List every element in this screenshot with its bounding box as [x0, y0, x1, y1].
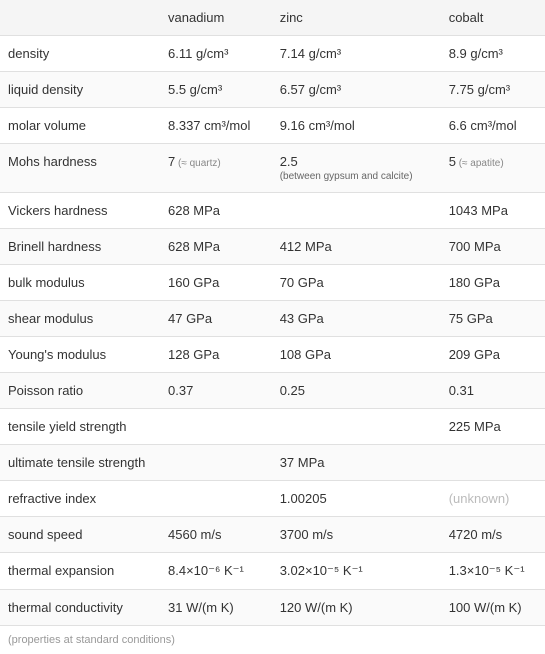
cell-value: 3700 m/s	[272, 517, 441, 553]
cell-value: 7 (≈ quartz)	[160, 144, 272, 193]
cell-value: (unknown)	[441, 481, 545, 517]
property-name: thermal conductivity	[0, 590, 160, 626]
property-name: refractive index	[0, 481, 160, 517]
cell-value	[272, 409, 441, 445]
cell-value: 7.14 g/cm³	[272, 36, 441, 72]
table-row: thermal conductivity31 W/(m K)120 W/(m K…	[0, 590, 545, 626]
table-row: molar volume8.337 cm³/mol9.16 cm³/mol6.6…	[0, 108, 545, 144]
cell-value: 1.00205	[272, 481, 441, 517]
table-row: sound speed4560 m/s3700 m/s4720 m/s	[0, 517, 545, 553]
cell-value: 9.16 cm³/mol	[272, 108, 441, 144]
cell-value: 128 GPa	[160, 337, 272, 373]
cell-value: 7.75 g/cm³	[441, 72, 545, 108]
property-name: density	[0, 36, 160, 72]
property-name: Vickers hardness	[0, 193, 160, 229]
property-name: sound speed	[0, 517, 160, 553]
table-row: shear modulus47 GPa43 GPa75 GPa	[0, 301, 545, 337]
table-row: Young's modulus128 GPa108 GPa209 GPa	[0, 337, 545, 373]
table-row: thermal expansion8.4×10⁻⁶ K⁻¹3.02×10⁻⁵ K…	[0, 553, 545, 590]
cell-value: 0.37	[160, 373, 272, 409]
cell-value: 412 MPa	[272, 229, 441, 265]
cell-value: 6.11 g/cm³	[160, 36, 272, 72]
table-row: tensile yield strength 225 MPa	[0, 409, 545, 445]
cell-value: 8.9 g/cm³	[441, 36, 545, 72]
cell-value: 108 GPa	[272, 337, 441, 373]
cell-value: 37 MPa	[272, 445, 441, 481]
property-name: Poisson ratio	[0, 373, 160, 409]
header-zinc: zinc	[272, 0, 441, 36]
header-empty	[0, 0, 160, 36]
property-name: Brinell hardness	[0, 229, 160, 265]
cell-value: 700 MPa	[441, 229, 545, 265]
cell-value: 180 GPa	[441, 265, 545, 301]
cell-value: 5.5 g/cm³	[160, 72, 272, 108]
cell-value	[272, 193, 441, 229]
property-name: tensile yield strength	[0, 409, 160, 445]
header-cobalt: cobalt	[441, 0, 545, 36]
table-row: Mohs hardness7 (≈ quartz)2.5(between gyp…	[0, 144, 545, 193]
cell-value	[441, 445, 545, 481]
table-row: Brinell hardness628 MPa412 MPa700 MPa	[0, 229, 545, 265]
property-name: Young's modulus	[0, 337, 160, 373]
table-body: density6.11 g/cm³7.14 g/cm³8.9 g/cm³liqu…	[0, 36, 545, 626]
table-row: Poisson ratio0.370.250.31	[0, 373, 545, 409]
cell-value: 6.57 g/cm³	[272, 72, 441, 108]
cell-value: 100 W/(m K)	[441, 590, 545, 626]
cell-value	[160, 409, 272, 445]
cell-value: 0.31	[441, 373, 545, 409]
cell-value: 8.4×10⁻⁶ K⁻¹	[160, 553, 272, 590]
property-name: bulk modulus	[0, 265, 160, 301]
cell-value: 5 (≈ apatite)	[441, 144, 545, 193]
cell-value: 628 MPa	[160, 229, 272, 265]
property-name: molar volume	[0, 108, 160, 144]
cell-value: 209 GPa	[441, 337, 545, 373]
cell-value: 628 MPa	[160, 193, 272, 229]
property-name: Mohs hardness	[0, 144, 160, 193]
table-row: ultimate tensile strength 37 MPa	[0, 445, 545, 481]
cell-value: 70 GPa	[272, 265, 441, 301]
header-row: vanadium zinc cobalt	[0, 0, 545, 36]
property-name: liquid density	[0, 72, 160, 108]
table-row: density6.11 g/cm³7.14 g/cm³8.9 g/cm³	[0, 36, 545, 72]
header-vanadium: vanadium	[160, 0, 272, 36]
cell-value: 75 GPa	[441, 301, 545, 337]
cell-value: 160 GPa	[160, 265, 272, 301]
property-name: ultimate tensile strength	[0, 445, 160, 481]
cell-value: 3.02×10⁻⁵ K⁻¹	[272, 553, 441, 590]
table-row: bulk modulus160 GPa70 GPa180 GPa	[0, 265, 545, 301]
table-row: refractive index 1.00205(unknown)	[0, 481, 545, 517]
cell-value: 225 MPa	[441, 409, 545, 445]
cell-value: 6.6 cm³/mol	[441, 108, 545, 144]
cell-value: 120 W/(m K)	[272, 590, 441, 626]
cell-value: 8.337 cm³/mol	[160, 108, 272, 144]
cell-value: 31 W/(m K)	[160, 590, 272, 626]
property-name: shear modulus	[0, 301, 160, 337]
properties-table: vanadium zinc cobalt density6.11 g/cm³7.…	[0, 0, 545, 626]
cell-value: 43 GPa	[272, 301, 441, 337]
footnote: (properties at standard conditions)	[0, 626, 545, 654]
property-name: thermal expansion	[0, 553, 160, 590]
cell-value	[160, 445, 272, 481]
cell-value	[160, 481, 272, 517]
cell-value: 47 GPa	[160, 301, 272, 337]
table-row: Vickers hardness628 MPa 1043 MPa	[0, 193, 545, 229]
table-row: liquid density5.5 g/cm³6.57 g/cm³7.75 g/…	[0, 72, 545, 108]
cell-value: 4720 m/s	[441, 517, 545, 553]
cell-value: 2.5(between gypsum and calcite)	[272, 144, 441, 193]
cell-value: 0.25	[272, 373, 441, 409]
cell-value: 4560 m/s	[160, 517, 272, 553]
cell-value: 1.3×10⁻⁵ K⁻¹	[441, 553, 545, 590]
cell-value: 1043 MPa	[441, 193, 545, 229]
